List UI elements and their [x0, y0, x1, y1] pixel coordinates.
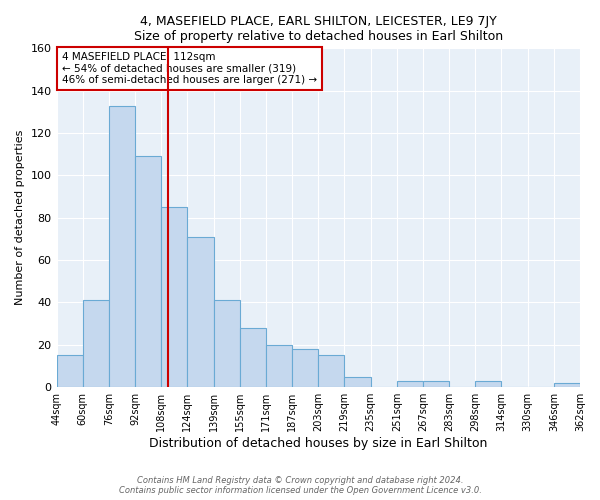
Bar	[554, 383, 580, 387]
Bar	[187, 237, 214, 387]
Bar	[135, 156, 161, 387]
Bar	[161, 207, 187, 387]
Bar	[109, 106, 135, 387]
X-axis label: Distribution of detached houses by size in Earl Shilton: Distribution of detached houses by size …	[149, 437, 487, 450]
Bar	[292, 349, 318, 387]
Bar	[214, 300, 240, 387]
Bar	[344, 376, 371, 387]
Text: Contains HM Land Registry data © Crown copyright and database right 2024.
Contai: Contains HM Land Registry data © Crown c…	[119, 476, 481, 495]
Title: 4, MASEFIELD PLACE, EARL SHILTON, LEICESTER, LE9 7JY
Size of property relative t: 4, MASEFIELD PLACE, EARL SHILTON, LEICES…	[134, 15, 503, 43]
Bar	[423, 381, 449, 387]
Y-axis label: Number of detached properties: Number of detached properties	[15, 130, 25, 306]
Text: 4 MASEFIELD PLACE: 112sqm
← 54% of detached houses are smaller (319)
46% of semi: 4 MASEFIELD PLACE: 112sqm ← 54% of detac…	[62, 52, 317, 85]
Bar	[397, 381, 423, 387]
Bar	[475, 381, 502, 387]
Bar	[318, 356, 344, 387]
Bar	[83, 300, 109, 387]
Bar	[240, 328, 266, 387]
Bar	[266, 345, 292, 387]
Bar	[56, 356, 83, 387]
